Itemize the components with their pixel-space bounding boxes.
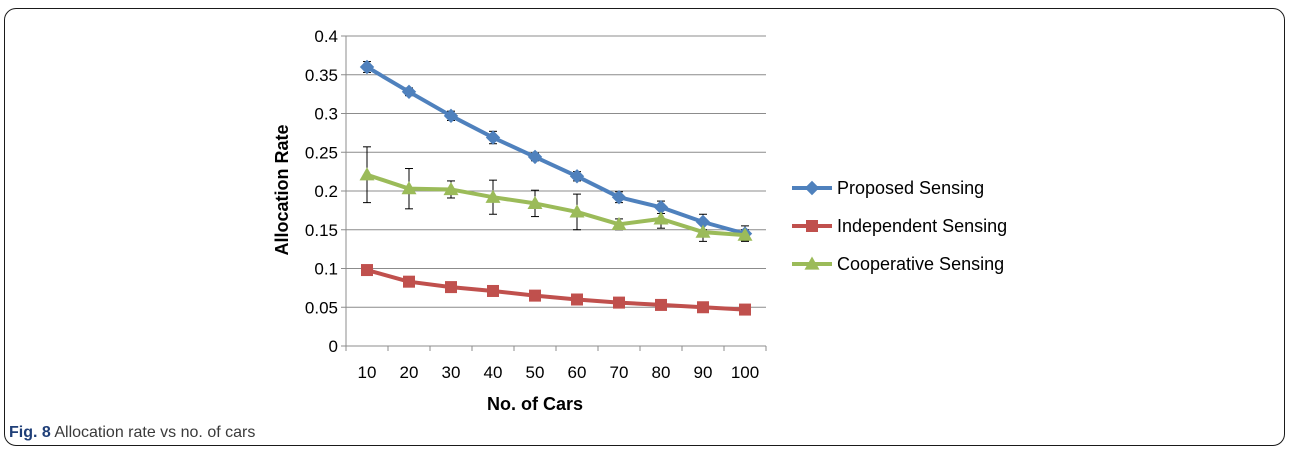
independent-sensing-point <box>613 296 625 309</box>
independent-sensing-point <box>529 289 541 302</box>
proposed-sensing-point <box>401 84 417 100</box>
y-tick-labels: 0 0.05 0.1 0.15 0.2 0.25 0.3 0.35 0.4 <box>305 27 338 356</box>
figure-caption-text: Allocation rate vs no. of cars <box>54 424 256 441</box>
x-tick-label: 10 <box>358 363 377 382</box>
y-tick-label: 0.4 <box>314 27 338 46</box>
independent-sensing-point <box>403 275 415 288</box>
independent-sensing-legend-marker <box>806 220 818 232</box>
independent-sensing-point <box>361 264 373 277</box>
y-tick-label: 0.15 <box>305 221 338 240</box>
y-tick-label: 0.3 <box>314 105 338 124</box>
figure-frame <box>4 8 1285 446</box>
x-tick-label: 40 <box>484 363 503 382</box>
figure-label: Fig. 8 <box>9 424 51 441</box>
x-tick-label: 20 <box>400 363 419 382</box>
proposed-sensing-point <box>485 130 501 145</box>
error-bars <box>363 61 749 242</box>
cooperative-sensing-point <box>695 224 711 238</box>
independent-sensing-line <box>366 268 746 312</box>
cooperative-sensing-point <box>401 181 417 195</box>
cooperative-sensing-point <box>611 216 627 230</box>
independent-sensing-point <box>655 298 667 311</box>
cooperative-sensing-legend-marker <box>804 256 820 270</box>
x-tick-label: 100 <box>731 363 759 382</box>
cooperative-sensing-point <box>569 204 585 218</box>
x-tick-label: 50 <box>526 363 545 382</box>
legend: Proposed Sensing Independent Sensing Coope… <box>792 178 1007 274</box>
cooperative-sensing-point <box>653 211 669 225</box>
series-lines <box>359 59 753 316</box>
cooperative-sensing-point <box>737 227 753 241</box>
independent-sensing-legend-label: Independent Sensing <box>837 216 1007 236</box>
cooperative-sensing-line <box>366 172 746 238</box>
proposed-sensing-legend-label: Proposed Sensing <box>837 178 984 198</box>
cooperative-sensing-point <box>527 195 543 210</box>
y-tick-label: 0.25 <box>305 143 338 162</box>
x-tick-label: 60 <box>568 363 587 382</box>
cooperative-sensing-point <box>359 167 375 181</box>
proposed-sensing-legend-marker <box>804 180 820 196</box>
independent-sensing-point <box>445 281 457 294</box>
independent-sensing-point <box>487 284 499 297</box>
cooperative-sensing-point <box>485 189 501 203</box>
y-tick-label: 0.2 <box>314 182 338 201</box>
x-tick-labels: 10 20 30 40 50 60 70 80 90 100 <box>358 363 760 382</box>
proposed-sensing-point <box>569 169 585 184</box>
cooperative-sensing-point <box>443 181 459 196</box>
y-tick-label: 0 <box>329 337 338 356</box>
figure-caption: Fig. 8 Allocation rate vs no. of cars <box>9 424 255 442</box>
independent-sensing-point <box>571 293 583 306</box>
x-tick-label: 30 <box>442 363 461 382</box>
independent-sensing-point <box>697 301 709 314</box>
x-axis-title: No. of Cars <box>487 394 583 414</box>
x-tick-label: 70 <box>610 363 629 382</box>
proposed-sensing-point <box>443 108 459 124</box>
proposed-sensing-line <box>365 65 746 236</box>
independent-sensing-point <box>739 303 751 316</box>
x-tick-label: 80 <box>652 363 671 382</box>
y-tick-label: 0.1 <box>314 260 338 279</box>
cooperative-sensing-legend-label: Cooperative Sensing <box>837 254 1004 274</box>
y-tick-label: 0.35 <box>305 66 338 85</box>
proposed-sensing-point <box>611 189 627 205</box>
axes <box>341 35 767 351</box>
y-axis-title: Allocation Rate <box>272 124 292 255</box>
proposed-sensing-point <box>359 59 375 75</box>
x-tick-label: 90 <box>694 363 713 382</box>
y-tick-label: 0.05 <box>305 298 338 317</box>
proposed-sensing-point <box>527 149 543 165</box>
